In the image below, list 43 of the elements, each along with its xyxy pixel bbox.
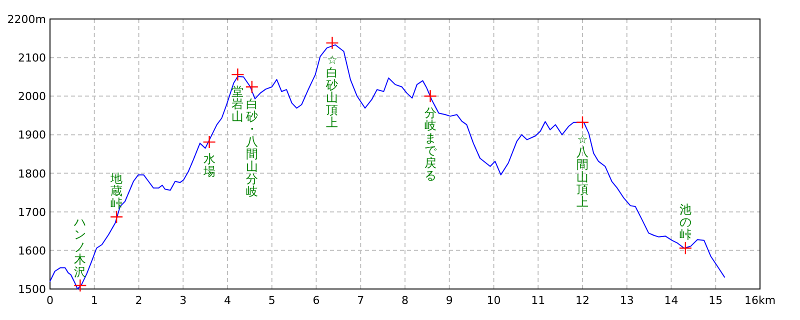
x-tick-label: 11 xyxy=(531,294,546,307)
annotation: ☆八間山頂上 xyxy=(576,132,588,209)
x-tick-label: 2 xyxy=(135,294,142,307)
annotation: 水場 xyxy=(202,152,216,179)
y-tick-label: 1700 xyxy=(18,206,46,219)
x-tick-label: 9 xyxy=(446,294,453,307)
x-tick-label: 1 xyxy=(90,294,98,307)
y-tick-label: 1900 xyxy=(18,128,46,142)
point xyxy=(245,80,259,94)
point xyxy=(74,278,87,292)
x-tick-label: 6 xyxy=(312,294,320,307)
x-tick-label: 5 xyxy=(268,294,276,307)
annotation: 地蔵峠 xyxy=(110,171,123,210)
point xyxy=(110,210,124,224)
annotation: 堂岩山 xyxy=(232,84,244,124)
point xyxy=(424,90,437,103)
point xyxy=(576,116,590,129)
x-tick-label: 8 xyxy=(402,294,408,307)
x-tick-label: 15 xyxy=(708,294,723,307)
y-tick-label: 1800 xyxy=(18,167,46,180)
y-tick-label: 2100 xyxy=(18,52,46,65)
point xyxy=(202,135,216,149)
x-tick-label: 14 xyxy=(664,294,678,307)
annotation: 池の峠 xyxy=(679,202,692,242)
x-tick-label: 12 xyxy=(576,294,590,307)
y-tick-label: 1500 xyxy=(18,283,46,296)
x-tick-label: 4 xyxy=(224,294,231,307)
x-tick-label: 3 xyxy=(180,294,187,307)
annotation: 白砂・八間山分岐 xyxy=(244,96,258,198)
point xyxy=(678,242,692,255)
point xyxy=(326,36,339,50)
point xyxy=(231,68,244,82)
x-tick-label: 10 xyxy=(486,294,501,307)
x-tick-label: 0 xyxy=(46,294,54,307)
x-tick-label: 16km xyxy=(744,294,776,307)
y-tick-label: 1600 xyxy=(18,244,46,258)
y-tick-label: 2000 xyxy=(18,90,46,104)
annotation: 分岐まで戻る xyxy=(424,106,438,183)
annotation: ☆白砂山頂上 xyxy=(325,52,338,130)
x-tick-label: 13 xyxy=(620,294,634,307)
x-tick-label: 7 xyxy=(357,294,364,307)
y-tick-label: 2200m xyxy=(7,13,46,26)
annotation: ハンノ木沢 xyxy=(73,215,86,280)
